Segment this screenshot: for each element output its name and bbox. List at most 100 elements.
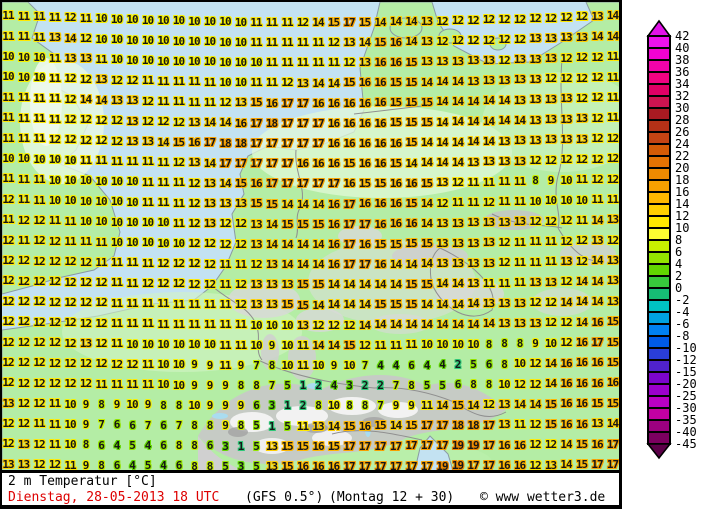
- temp-value: 14: [544, 377, 557, 391]
- temp-value: 10: [219, 55, 231, 69]
- temp-value: 10: [126, 337, 138, 351]
- temp-value: 16: [389, 197, 402, 211]
- temp-value: 18: [219, 136, 231, 150]
- temp-value: 9: [191, 378, 198, 392]
- temp-value: 13: [250, 217, 262, 231]
- temp-value: 11: [141, 378, 154, 392]
- temp-value: 3: [268, 399, 276, 413]
- temp-value: 15: [405, 55, 417, 69]
- lowland-shade: [482, 72, 619, 172]
- temp-value: 9: [237, 358, 245, 372]
- temp-value: 12: [48, 234, 61, 248]
- temp-value: 8: [206, 459, 214, 472]
- temp-value: 14: [358, 278, 371, 292]
- temp-value: 11: [48, 10, 61, 24]
- temp-value: 7: [175, 419, 183, 433]
- temp-value: 10: [141, 236, 154, 250]
- temp-value: 11: [296, 56, 309, 70]
- temp-value: 11: [110, 154, 123, 168]
- temp-value: 13: [591, 234, 603, 248]
- temp-value: 16: [188, 136, 200, 150]
- temp-value: 12: [529, 296, 541, 310]
- temp-value: 11: [250, 35, 262, 49]
- island: [489, 37, 507, 51]
- temp-value: 14: [591, 295, 603, 309]
- temp-value: 14: [436, 317, 448, 331]
- temp-value: 10: [79, 174, 92, 188]
- temp-value: 12: [498, 33, 510, 47]
- colorbar-label: 24: [675, 137, 689, 151]
- colorbar-cell: [647, 407, 671, 421]
- temp-value: 12: [529, 215, 541, 229]
- temp-value: 14: [312, 237, 324, 251]
- temp-value: 17: [250, 157, 262, 171]
- alps-snow: [254, 438, 290, 454]
- temp-value: 17: [250, 116, 262, 130]
- temp-value: 12: [79, 357, 92, 371]
- temp-value: 11: [110, 256, 123, 270]
- temp-value: 11: [606, 70, 619, 84]
- temp-value: 11: [141, 74, 154, 88]
- colorbar-label: -2: [675, 293, 689, 307]
- temp-value: 10: [265, 318, 278, 332]
- temp-value: 11: [33, 193, 45, 207]
- temp-value: 11: [157, 155, 169, 169]
- temp-value: 12: [17, 213, 30, 227]
- temp-value: 12: [157, 256, 169, 270]
- temp-value: 12: [591, 172, 603, 186]
- colorbar-cell: [647, 203, 671, 217]
- temp-value: 16: [327, 459, 340, 472]
- temp-value: 13: [265, 439, 278, 453]
- temp-value: 11: [188, 75, 200, 89]
- temp-value: 11: [219, 298, 231, 312]
- temp-value: 17: [436, 439, 448, 453]
- temp-value: 14: [389, 318, 402, 332]
- colorbar-label: 14: [675, 197, 689, 211]
- temp-value: 4: [377, 358, 384, 372]
- temp-value: 13: [482, 53, 495, 67]
- temp-value: 12: [436, 14, 448, 28]
- temp-value: 5: [284, 419, 291, 433]
- temp-value: 12: [17, 376, 30, 390]
- temp-value: 12: [544, 153, 557, 167]
- temp-value: 16: [560, 356, 572, 370]
- temp-value: 11: [281, 15, 293, 29]
- temp-value: 13: [513, 296, 526, 310]
- temp-value: 9: [191, 358, 198, 372]
- colorbar-label: 6: [675, 245, 682, 259]
- temp-value: 10: [48, 193, 61, 207]
- temp-value: 4: [392, 358, 400, 372]
- temp-value: 10: [420, 338, 433, 352]
- temp-value: 10: [451, 337, 464, 351]
- temp-value: 13: [203, 176, 216, 190]
- temp-value: 12: [327, 36, 340, 50]
- map-area: 11 11 11 11 12 11 10 10 10 10 10 10 10 10 10 10 11 11 11 12…: [0, 0, 622, 472]
- temp-value: 9: [268, 338, 276, 352]
- alps-spur: [198, 436, 242, 470]
- temp-value: 13: [17, 437, 30, 451]
- temp-value: 12: [312, 318, 324, 332]
- temp-value: 12: [95, 276, 107, 290]
- colorbar-cell: [647, 107, 671, 121]
- temp-value: 17: [234, 156, 247, 170]
- temp-value: 16: [591, 315, 603, 329]
- temp-value: 13: [436, 176, 448, 190]
- temp-value: 17: [420, 419, 433, 433]
- temp-value: 14: [203, 116, 216, 130]
- temp-value: 12: [529, 438, 541, 452]
- temp-value: 12: [2, 376, 14, 390]
- temp-value: 17: [591, 458, 603, 472]
- colorbar-label: 18: [675, 173, 689, 187]
- lake: [307, 383, 321, 389]
- temp-value: 12: [48, 254, 61, 268]
- temp-value: 10: [33, 71, 45, 85]
- temp-value: 16: [374, 156, 386, 170]
- temp-value: 12: [172, 277, 185, 291]
- temp-value: 13: [250, 278, 262, 292]
- temp-value: 11: [48, 417, 61, 431]
- temp-value: 12: [126, 74, 138, 88]
- colorbar-label: -45: [675, 437, 697, 451]
- temp-value: 11: [79, 11, 92, 25]
- temp-value: 12: [48, 356, 61, 370]
- temp-value: 14: [482, 317, 495, 331]
